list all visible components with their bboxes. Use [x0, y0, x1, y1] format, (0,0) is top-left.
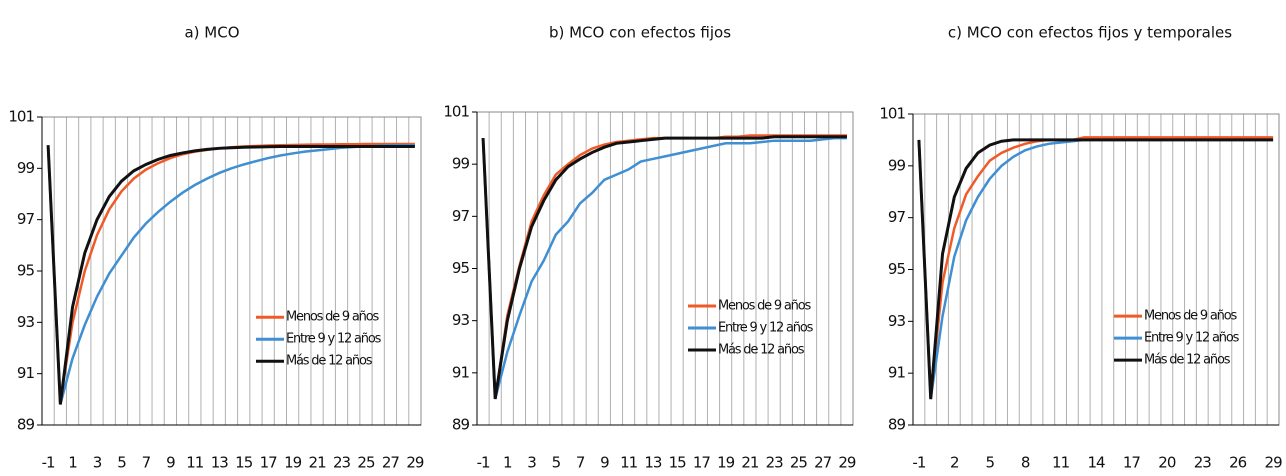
legend-label: Entre 9 y 12 años [718, 321, 814, 336]
x-tick-label: 19 [717, 454, 735, 472]
x-tick-label: 20 [1158, 454, 1176, 472]
x-tick-label: 13 [211, 454, 229, 472]
x-tick-label: 21 [741, 454, 759, 472]
x-tick-label: 25 [790, 454, 808, 472]
y-tick-label: 101 [879, 105, 905, 123]
y-tick-label: 93 [452, 311, 470, 329]
y-tick-label: 101 [8, 108, 34, 126]
legend-label: Entre 9 y 12 años [286, 332, 382, 347]
legend-label: Menos de 9 años [1144, 309, 1237, 324]
legend-label: Más de 12 años [286, 354, 373, 369]
x-tick-label: 2 [950, 454, 959, 472]
plot-frame [912, 113, 1280, 426]
x-tick-label: 3 [93, 454, 102, 472]
x-tick-label: 5 [985, 454, 994, 472]
x-tick-label: 5 [117, 454, 126, 472]
chart-title: c) MCO con efectos fijos y temporales [948, 24, 1232, 42]
x-tick-label: 9 [166, 454, 175, 472]
x-tick-label: 13 [644, 454, 662, 472]
x-tick-label: 7 [142, 454, 151, 472]
series-line [46, 145, 415, 405]
x-tick-label: 23 [766, 454, 784, 472]
x-tick-label: 17 [260, 454, 278, 472]
x-tick-label: 29 [1265, 454, 1283, 472]
series-line [917, 138, 1274, 400]
x-tick-label: 26 [1229, 454, 1247, 472]
y-tick-label: 89 [17, 416, 35, 434]
x-tick-label: 29 [838, 454, 856, 472]
x-tick-label: 8 [1021, 454, 1030, 472]
y-tick-label: 97 [452, 207, 470, 225]
x-tick-label: 27 [382, 454, 400, 472]
y-tick-label: 99 [452, 155, 470, 173]
y-tick-label: 91 [452, 363, 470, 381]
x-tick-label: -1 [477, 454, 490, 472]
y-tick-label: 101 [443, 103, 469, 121]
x-tick-label: 29 [406, 454, 424, 472]
x-tick-label: 11 [186, 454, 204, 472]
legend-label: Menos de 9 años [718, 299, 811, 314]
x-tick-label: 27 [814, 454, 832, 472]
y-tick-label: 95 [17, 262, 35, 280]
legend: Menos de 9 años Entre 9 y 12 años Más de 1… [688, 299, 815, 358]
y-tick-label: 95 [888, 260, 906, 278]
y-tick-label: 97 [17, 210, 35, 228]
x-tick-label: 23 [1194, 454, 1212, 472]
series-line [917, 136, 1274, 397]
legend: Menos de 9 años Entre 9 y 12 años Más de 1… [1114, 309, 1241, 368]
legend-label: Menos de 9 años [286, 310, 379, 325]
x-tick-label: 14 [1087, 454, 1105, 472]
x-tick-label: 21 [309, 454, 327, 472]
x-tick-label: 11 [1052, 454, 1070, 472]
x-tick-label: 23 [333, 454, 351, 472]
y-tick-label: 89 [452, 416, 470, 434]
x-tick-label: 1 [68, 454, 77, 472]
x-tick-label: 3 [527, 454, 536, 472]
x-tick-label: 5 [552, 454, 561, 472]
y-tick-label: 95 [452, 259, 470, 277]
x-tick-label: 11 [620, 454, 638, 472]
y-tick-label: 99 [17, 159, 35, 177]
legend: Menos de 9 años Entre 9 y 12 años Más de 1… [256, 310, 383, 369]
x-tick-label: 19 [284, 454, 302, 472]
y-tick-label: 93 [888, 312, 906, 330]
plot-frame [476, 111, 854, 426]
y-tick-label: 89 [888, 416, 906, 434]
legend-label: Entre 9 y 12 años [1144, 331, 1240, 346]
x-tick-label: 1 [503, 454, 512, 472]
x-tick-label: 9 [600, 454, 609, 472]
x-tick-label: 15 [235, 454, 253, 472]
legend-label: Más de 12 años [1144, 353, 1231, 368]
chart-title: b) MCO con efectos fijos [549, 24, 731, 42]
chart-title: a) MCO [184, 24, 239, 42]
x-tick-label: 17 [1123, 454, 1141, 472]
legend-label: Más de 12 años [718, 343, 805, 358]
y-tick-label: 93 [17, 313, 35, 331]
x-tick-label: 15 [669, 454, 687, 472]
y-tick-label: 91 [17, 364, 35, 382]
y-tick-label: 97 [888, 208, 906, 226]
y-tick-label: 91 [888, 364, 906, 382]
x-tick-label: -1 [42, 454, 55, 472]
x-tick-label: -1 [912, 454, 925, 472]
x-tick-label: 7 [576, 454, 585, 472]
series-line [481, 135, 847, 400]
x-tick-label: 25 [357, 454, 375, 472]
x-tick-label: 17 [693, 454, 711, 472]
y-tick-label: 99 [888, 156, 906, 174]
series-line [481, 136, 847, 400]
plot-frame [41, 116, 422, 426]
